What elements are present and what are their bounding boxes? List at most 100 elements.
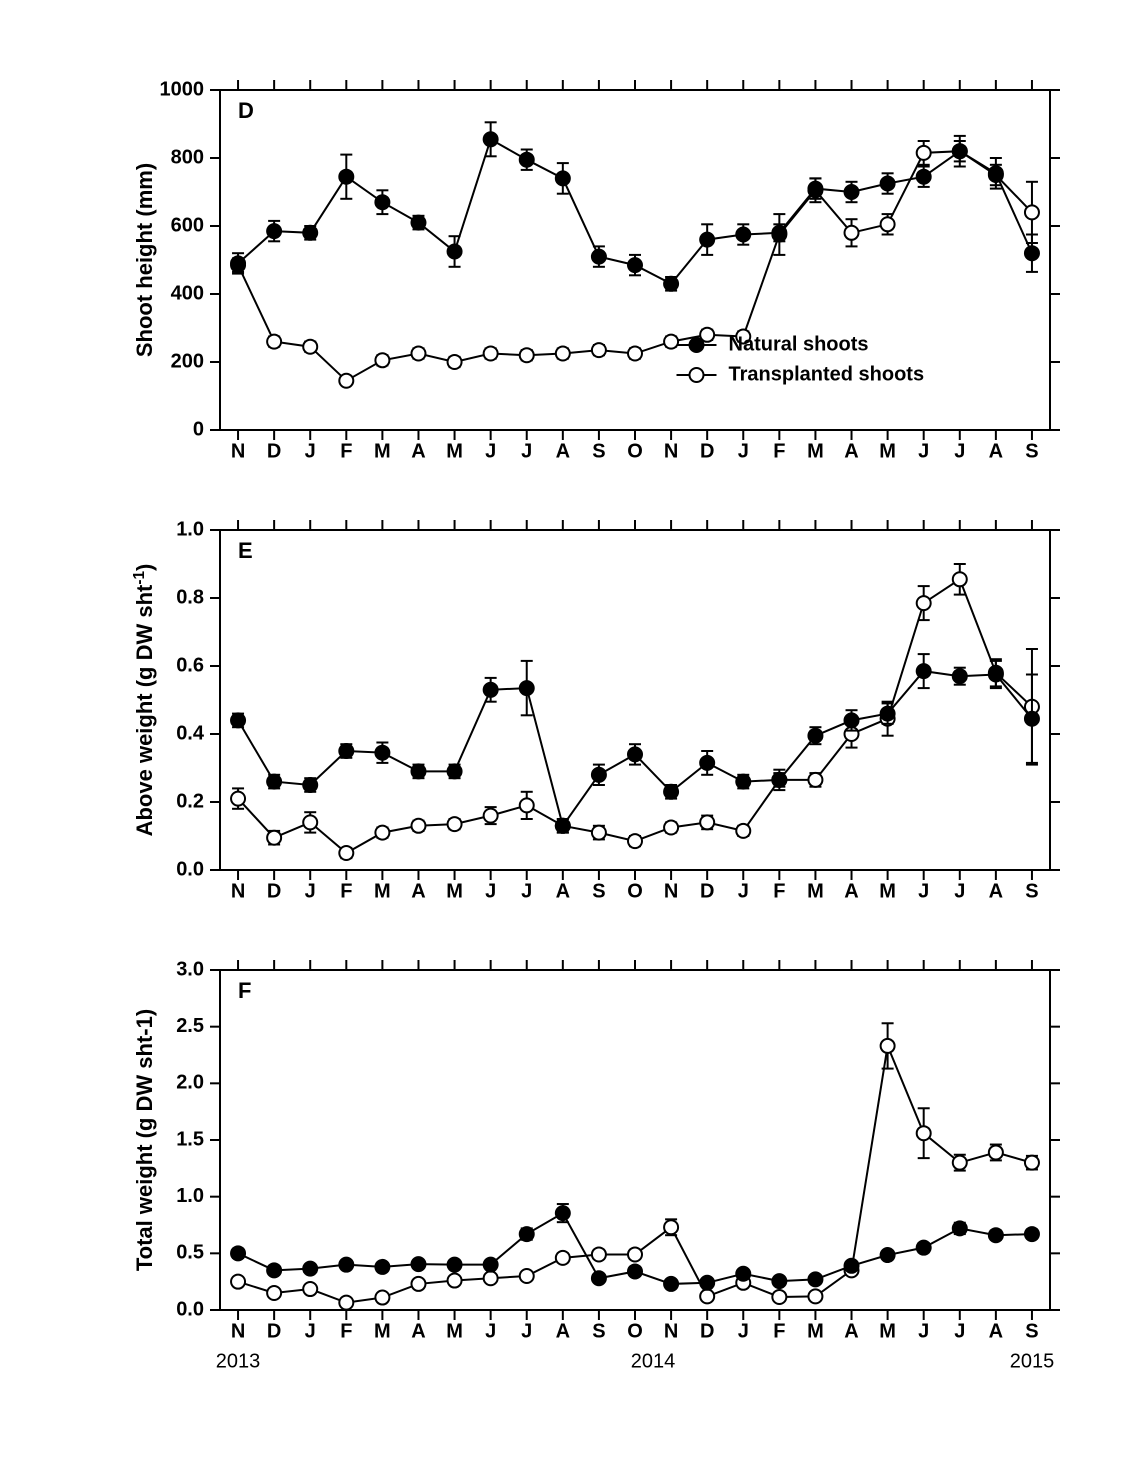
x-tick-label: S [592, 881, 605, 903]
x-tick-label: J [521, 441, 532, 463]
x-tick-label: J [918, 1321, 929, 1343]
x-tick-label: S [1025, 881, 1038, 903]
x-tick-label: D [267, 881, 281, 903]
svg-text:3.0: 3.0 [176, 958, 204, 980]
svg-text:1.0: 1.0 [176, 518, 204, 540]
panel-letter: E [238, 538, 253, 563]
x-tick-label: A [989, 881, 1003, 903]
x-tick-label: D [267, 441, 281, 463]
x-tick-label: J [485, 441, 496, 463]
svg-text:600: 600 [171, 214, 204, 236]
x-tick-label: S [1025, 1321, 1038, 1343]
figure-page: 02004006008001000NDJFMAMJJASONDJFMAMJJAS… [0, 0, 1136, 1466]
x-tick-label: S [592, 1321, 605, 1343]
x-tick-label: A [411, 1321, 425, 1343]
svg-text:0.8: 0.8 [176, 586, 204, 608]
x-tick-label: J [954, 881, 965, 903]
x-tick-label: O [627, 881, 643, 903]
panel-letter: D [238, 98, 254, 123]
x-tick-label: J [305, 1321, 316, 1343]
x-tick-label: D [267, 1321, 281, 1343]
svg-text:0: 0 [193, 418, 204, 440]
x-tick-label: O [627, 1321, 643, 1343]
x-tick-label: J [738, 441, 749, 463]
svg-text:800: 800 [171, 146, 204, 168]
x-tick-label: F [773, 441, 785, 463]
x-year-label: 2014 [631, 1351, 676, 1373]
svg-text:1.0: 1.0 [176, 1185, 204, 1207]
x-tick-label: M [446, 881, 463, 903]
svg-text:0.2: 0.2 [176, 790, 204, 812]
x-tick-label: J [738, 1321, 749, 1343]
x-tick-label: M [807, 1321, 824, 1343]
chart-panel-E: 0.00.20.40.60.81.0NDJFMAMJJASONDJFMAMJJA… [130, 510, 1070, 940]
x-tick-label: J [521, 1321, 532, 1343]
x-tick-label: M [879, 1321, 896, 1343]
svg-text:400: 400 [171, 282, 204, 304]
x-tick-label: M [807, 441, 824, 463]
panel-letter: F [238, 978, 251, 1003]
x-tick-label: J [305, 441, 316, 463]
x-tick-label: J [954, 441, 965, 463]
x-tick-label: M [807, 881, 824, 903]
y-axis-label: Shoot height (mm) [132, 163, 157, 357]
x-tick-label: J [521, 881, 532, 903]
x-tick-label: A [411, 441, 425, 463]
legend-label: Natural shoots [729, 333, 869, 355]
svg-text:0.4: 0.4 [176, 722, 205, 744]
x-tick-label: N [664, 881, 678, 903]
x-tick-label: A [844, 441, 858, 463]
x-tick-label: A [844, 1321, 858, 1343]
x-tick-label: N [231, 441, 245, 463]
x-tick-label: J [485, 881, 496, 903]
svg-text:2.0: 2.0 [176, 1072, 204, 1094]
x-tick-label: N [231, 1321, 245, 1343]
x-tick-label: J [305, 881, 316, 903]
x-tick-label: A [556, 441, 570, 463]
x-tick-label: N [231, 881, 245, 903]
x-tick-label: M [374, 881, 391, 903]
x-tick-label: J [918, 881, 929, 903]
x-tick-label: A [556, 1321, 570, 1343]
svg-text:2.5: 2.5 [176, 1015, 204, 1037]
x-tick-label: F [340, 441, 352, 463]
svg-text:0.6: 0.6 [176, 654, 204, 676]
x-tick-label: D [700, 881, 714, 903]
x-tick-label: D [700, 441, 714, 463]
x-tick-label: F [773, 881, 785, 903]
x-tick-label: F [773, 1321, 785, 1343]
x-tick-label: M [446, 1321, 463, 1343]
chart-panel-F: 0.00.51.01.52.02.53.0NDJFMAMJJASONDJFMAM… [130, 950, 1070, 1380]
legend-label: Transplanted shoots [729, 363, 925, 385]
x-tick-label: A [989, 1321, 1003, 1343]
svg-text:200: 200 [171, 350, 204, 372]
x-tick-label: M [374, 1321, 391, 1343]
x-tick-label: S [592, 441, 605, 463]
y-axis-label: Total weight (g DW sht-1) [132, 1009, 157, 1271]
x-tick-label: O [627, 441, 643, 463]
x-tick-label: F [340, 881, 352, 903]
x-tick-label: A [556, 881, 570, 903]
x-tick-label: F [340, 1321, 352, 1343]
svg-text:1.5: 1.5 [176, 1128, 204, 1150]
x-tick-label: A [411, 881, 425, 903]
svg-text:0.5: 0.5 [176, 1242, 204, 1264]
x-tick-label: J [954, 1321, 965, 1343]
x-tick-label: M [879, 441, 896, 463]
x-tick-label: A [989, 441, 1003, 463]
x-tick-label: D [700, 1321, 714, 1343]
x-tick-label: M [446, 441, 463, 463]
svg-text:0.0: 0.0 [176, 858, 204, 880]
svg-text:1000: 1000 [160, 78, 205, 100]
svg-text:0.0: 0.0 [176, 1298, 204, 1320]
x-year-label: 2015 [1010, 1351, 1055, 1373]
x-tick-label: N [664, 1321, 678, 1343]
x-tick-label: A [844, 881, 858, 903]
x-tick-label: M [879, 881, 896, 903]
y-axis-label: Above weight (g DW sht-1) [131, 564, 158, 837]
x-tick-label: J [485, 1321, 496, 1343]
x-year-label: 2013 [216, 1351, 260, 1373]
x-tick-label: S [1025, 441, 1038, 463]
x-tick-label: J [918, 441, 929, 463]
x-tick-label: M [374, 441, 391, 463]
